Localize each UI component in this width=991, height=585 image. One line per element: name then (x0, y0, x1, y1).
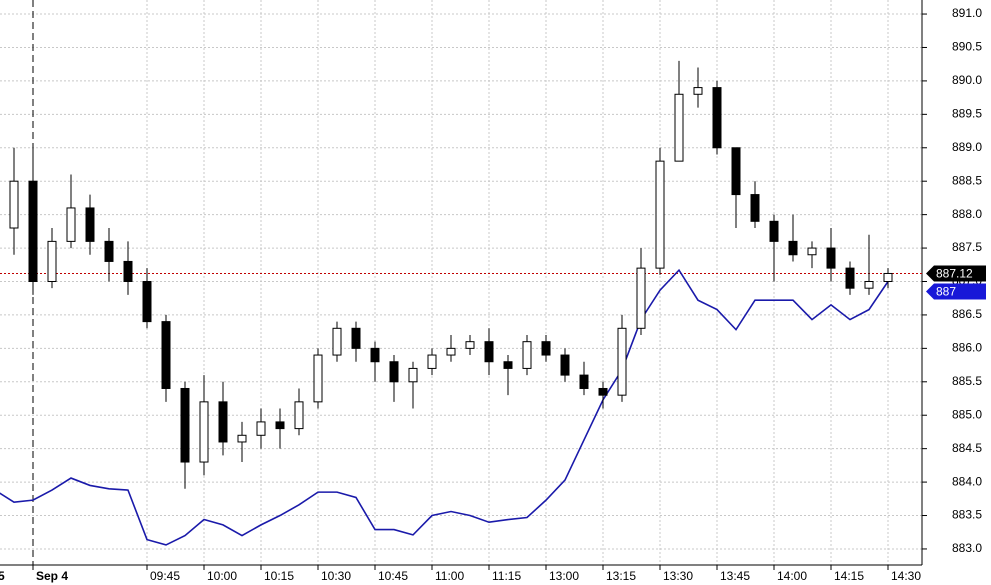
candle-body (655, 160, 665, 269)
candle-body (465, 341, 475, 349)
x-tick-label: 10:45 (378, 569, 408, 583)
candle-body (598, 387, 608, 396)
candle-body (85, 207, 95, 242)
candle-body (503, 361, 513, 369)
candle-body (408, 367, 418, 383)
x-tick-label: 10:30 (321, 569, 351, 583)
candle-body (180, 387, 190, 463)
candle-body (693, 87, 703, 95)
candle-body (9, 180, 19, 229)
x-tick-label: 14:15 (834, 569, 864, 583)
candle-body (104, 240, 114, 262)
x-tick-label: 10:15 (264, 569, 294, 583)
y-tick-label: 888.0 (952, 207, 982, 221)
candle-body (427, 354, 437, 369)
x-tick-label: 14:30 (891, 569, 921, 583)
y-tick-label: 889.5 (952, 107, 982, 121)
candle-body (161, 321, 171, 389)
candle-body (28, 180, 38, 282)
y-tick-label: 890.5 (952, 40, 982, 54)
x-tick-label: 14:00 (777, 569, 807, 583)
candle-body (674, 93, 684, 162)
candle-body (769, 220, 779, 242)
candle-body (636, 267, 646, 329)
candle-body (446, 347, 456, 356)
overlay-tag-box (926, 283, 986, 300)
candle-body (237, 434, 247, 443)
candle-body (294, 401, 304, 430)
candle-body (579, 374, 589, 389)
candle-body (826, 247, 836, 269)
x-tick-label: Sep 4 (36, 569, 68, 583)
candle-body (370, 347, 380, 363)
x-tick-label: 13:30 (663, 569, 693, 583)
x-tick-label: 13:00 (549, 569, 579, 583)
y-tick-label: 885.0 (952, 407, 982, 421)
candle-body (731, 147, 741, 196)
y-tick-label: 891.0 (952, 6, 982, 20)
candle-body (788, 240, 798, 256)
candle-body (712, 87, 722, 149)
last-price-tag-box (926, 265, 986, 282)
y-tick-label: 886.5 (952, 307, 982, 321)
candle-body (123, 260, 133, 282)
x-tick-label: 09:45 (150, 569, 180, 583)
y-tick-label: 886.0 (952, 341, 982, 355)
y-tick-label: 884.5 (952, 441, 982, 455)
last-price-tag-label: 887.12 (936, 267, 973, 281)
y-tick-label: 883.5 (952, 508, 982, 522)
overlay-line (0, 268, 889, 546)
candle-body (864, 280, 874, 289)
candle-body (351, 327, 361, 349)
x-tick-label: 10:00 (207, 569, 237, 583)
candle-body (275, 421, 285, 430)
candle-body (332, 327, 342, 356)
candle-body (256, 421, 266, 436)
candle-body (389, 361, 399, 383)
y-tick-label: 887.5 (952, 240, 982, 254)
y-tick-label: 883.0 (952, 541, 982, 555)
y-tick-label: 888.5 (952, 173, 982, 187)
candle-body (807, 247, 817, 256)
candle-body (617, 327, 627, 396)
candle-body (47, 240, 57, 282)
x-tick-label: 5 (0, 569, 5, 583)
candle-body (560, 354, 570, 376)
y-tick-label: 890.0 (952, 73, 982, 87)
candle-body (484, 341, 494, 363)
candle-body (142, 280, 152, 323)
candle-body (541, 341, 551, 356)
candle-body (313, 354, 323, 403)
candle-body (522, 341, 532, 369)
x-tick-label: 11:15 (492, 569, 521, 583)
candle-body (199, 401, 209, 463)
candle-body (883, 272, 893, 282)
x-tick-label: 13:15 (606, 569, 636, 583)
candle-body (750, 194, 760, 222)
y-tick-label: 885.5 (952, 374, 982, 388)
y-tick-label: 889.0 (952, 140, 982, 154)
candle-body (845, 267, 855, 289)
x-tick-label: 11:00 (435, 569, 464, 583)
candle-body (218, 401, 228, 443)
overlay-tag-label: 887 (936, 285, 956, 299)
y-tick-label: 884.0 (952, 474, 982, 488)
candle-body (66, 207, 76, 242)
x-tick-label: 13:45 (720, 569, 750, 583)
